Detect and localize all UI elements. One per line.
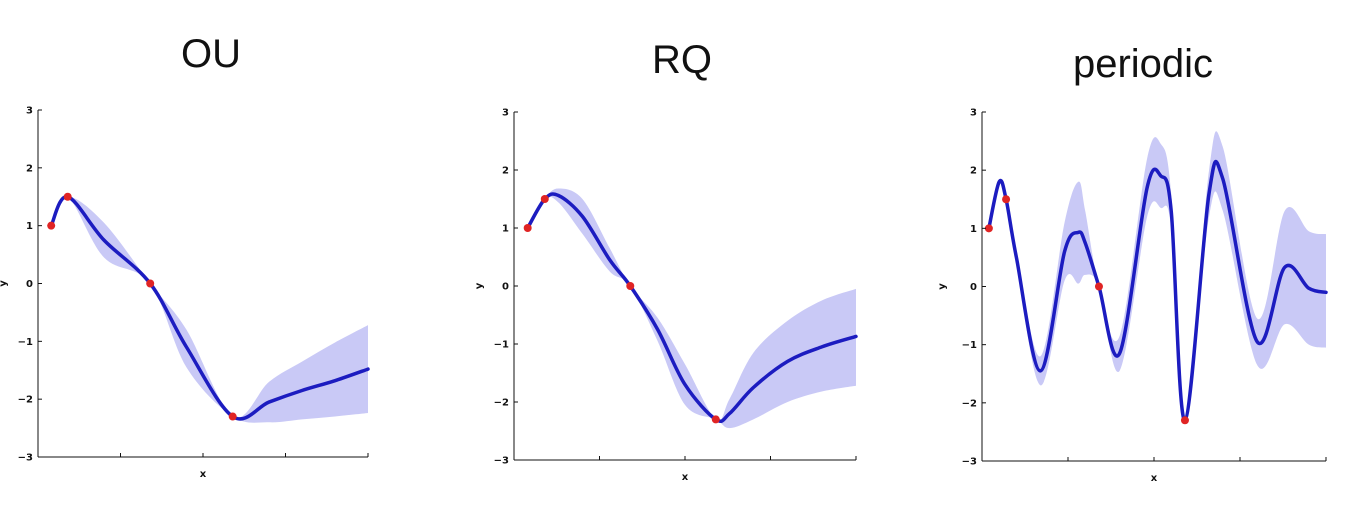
observed-point [626,282,635,290]
confidence-band [988,131,1326,421]
observed-point [523,224,532,232]
y-tick-label: 1 [970,224,977,235]
y-tick-label: 3 [502,108,509,119]
y-tick-label: 3 [26,106,33,117]
chart-title: OU [181,32,241,76]
y-tick-label: 3 [970,108,977,119]
observed-point [711,415,720,424]
y-tick-label: −2 [494,398,509,409]
observed-point [984,224,993,233]
confidence-band [51,196,368,423]
y-tick-label: 0 [26,279,33,290]
x-axis-label: x [682,472,689,483]
y-tick-label: 2 [26,163,33,174]
chart-title: RQ [652,38,712,82]
y-tick-label: −1 [962,340,977,351]
y-tick-label: 2 [502,166,509,177]
y-tick-label: −2 [18,395,33,406]
y-tick-label: 1 [502,224,509,235]
mean-line [987,159,1328,423]
mean-line [525,192,858,424]
x-axis-label: x [1151,473,1158,484]
y-tick-label: 2 [970,166,977,177]
observed-point [47,221,56,230]
x-axis-label: x [200,469,207,480]
y-tick-label: −2 [962,398,977,409]
y-tick-label: −1 [18,337,33,348]
y-axis-label: y [0,280,9,287]
y-tick-label: 0 [502,282,509,293]
observed-point [146,279,155,288]
y-tick-label: 1 [26,221,33,232]
y-tick-label: −1 [494,340,509,351]
observed-point [63,192,72,201]
y-axis-label: y [474,282,485,289]
mean-line [49,195,370,421]
observed-point [1094,282,1103,291]
y-tick-label: −3 [18,453,33,464]
observed-point [1002,195,1011,204]
chart-title: periodic [1072,42,1214,86]
observed-point [1180,416,1189,425]
confidence-band [527,188,856,429]
y-tick-label: −3 [494,456,509,467]
y-tick-label: −3 [962,457,977,468]
observed-point [540,195,549,203]
y-axis-label: y [937,283,948,290]
y-tick-label: 0 [970,282,977,293]
observed-point [228,412,237,421]
